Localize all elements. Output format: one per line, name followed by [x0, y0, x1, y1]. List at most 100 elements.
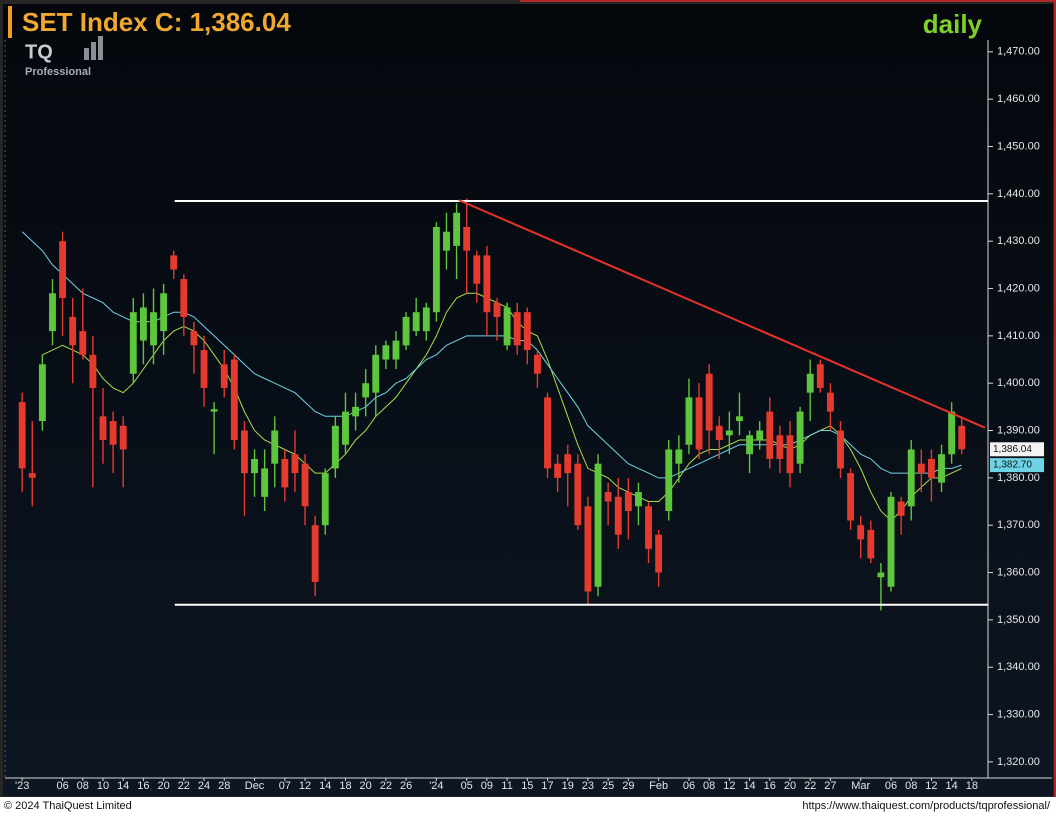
candle [362, 368, 370, 417]
y-tick-label: 1,330.00 [997, 708, 1040, 720]
candle-body [584, 506, 592, 592]
candle-body [675, 449, 683, 464]
candle [291, 430, 299, 493]
candle-body [533, 354, 541, 374]
candle-body [513, 312, 521, 346]
candle [473, 250, 481, 303]
candle-body [432, 226, 440, 313]
candle [79, 288, 87, 360]
logo-bar [84, 48, 89, 60]
candle-body [190, 331, 198, 346]
candle-body [392, 340, 400, 360]
x-tick-label: 25 [602, 780, 614, 792]
candle-body [311, 525, 319, 583]
x-tick-label: Feb [649, 780, 668, 792]
candle-body [746, 435, 754, 455]
candle [119, 416, 127, 488]
x-tick-label: 15 [521, 780, 533, 792]
candle [837, 421, 844, 478]
candle [624, 477, 632, 540]
candle [311, 515, 319, 597]
candle-body [301, 463, 309, 507]
candle-body [857, 525, 865, 540]
candle [533, 350, 541, 388]
candle-body [816, 364, 824, 388]
source-url: https://www.thaiquest.com/products/tqpro… [802, 800, 1051, 812]
x-tick-label: 26 [400, 780, 412, 792]
candle-body [281, 458, 289, 488]
candle [89, 335, 97, 488]
candle [443, 212, 450, 270]
candle [867, 520, 875, 564]
candle [180, 274, 188, 336]
last-value-label: 1,382.70 [993, 460, 1032, 471]
candle-body [210, 409, 218, 412]
chart-background [3, 4, 1053, 796]
candle [463, 198, 471, 294]
candle-body [473, 255, 481, 284]
candle-body [655, 534, 663, 573]
candle-body [493, 302, 501, 317]
x-tick-label: 18 [339, 780, 351, 792]
candle [584, 496, 592, 606]
y-tick-label: 1,390.00 [997, 424, 1040, 436]
x-tick-label: 14 [117, 780, 129, 792]
candle [38, 354, 46, 431]
x-tick-label: 16 [764, 780, 776, 792]
y-tick-label: 1,380.00 [997, 472, 1040, 484]
x-tick-label: 20 [784, 780, 796, 792]
candle [887, 492, 895, 592]
candle-body [89, 354, 97, 388]
candle [190, 321, 198, 374]
candle-body [503, 307, 511, 346]
candle-body [160, 293, 168, 332]
candle [826, 383, 834, 431]
candle [251, 449, 258, 497]
candle-body [99, 416, 107, 441]
x-tick-label: 08 [77, 780, 89, 792]
candle [513, 302, 521, 355]
trend-line [458, 199, 986, 429]
candle [645, 501, 652, 564]
title-marker [8, 6, 12, 38]
candle-body [372, 354, 380, 393]
candle-body [139, 307, 147, 341]
candle [59, 231, 67, 336]
candle [766, 397, 774, 469]
y-tick-label: 1,340.00 [997, 661, 1040, 673]
candle-body [927, 458, 935, 478]
candle-body [776, 435, 784, 459]
candle [331, 416, 339, 478]
x-tick-label: 06 [885, 780, 897, 792]
x-tick-label: 17 [541, 780, 553, 792]
candle [958, 416, 966, 455]
candle-body [938, 454, 945, 483]
candle [847, 468, 855, 530]
candle-body [362, 383, 370, 398]
candle-body [180, 279, 188, 317]
x-tick-label: 06 [683, 780, 695, 792]
candle-body [170, 255, 178, 270]
candle [665, 440, 673, 521]
x-tick-label: 14 [743, 780, 755, 792]
candle-body [109, 421, 117, 445]
candle-body [241, 430, 248, 474]
candle [18, 392, 26, 493]
candle-body [574, 463, 582, 526]
candle-body [38, 364, 46, 422]
x-tick-label: 24 [198, 780, 210, 792]
candle [150, 288, 157, 365]
candle [897, 496, 905, 535]
candle [614, 477, 622, 549]
candle [412, 297, 420, 336]
candle-body [453, 212, 461, 246]
candle-body [887, 496, 895, 587]
last-value-box [990, 458, 1044, 473]
y-tick-label: 1,350.00 [997, 614, 1040, 626]
x-tick-label: 08 [905, 780, 917, 792]
candle [432, 222, 440, 322]
x-tick-label: 22 [804, 780, 816, 792]
x-tick-label: 06 [56, 780, 68, 792]
y-tick-label: 1,400.00 [997, 377, 1040, 389]
candle [715, 416, 723, 459]
